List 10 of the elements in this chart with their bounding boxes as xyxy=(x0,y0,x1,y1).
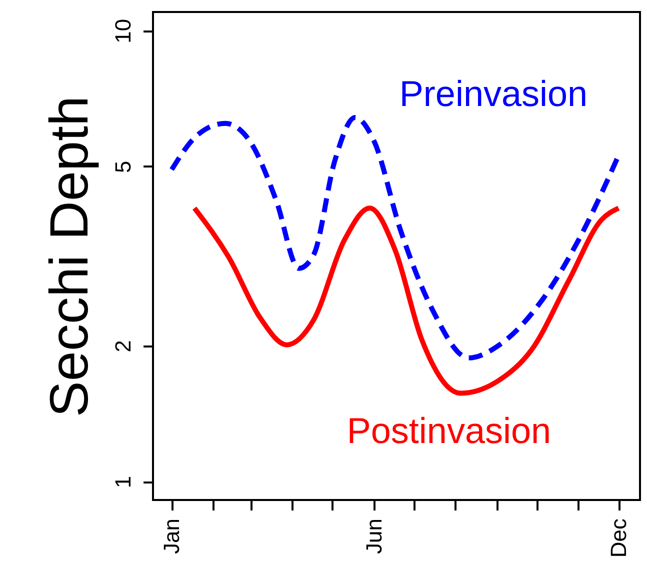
series-label: Preinvasion xyxy=(399,73,588,114)
y-tick-label: 1 xyxy=(110,476,136,488)
series-label: Postinvasion xyxy=(346,410,552,452)
y-tick-label: 2 xyxy=(110,340,136,352)
y-axis-title: Secchi Depth xyxy=(40,96,100,418)
y-tick-label: 10 xyxy=(110,18,136,44)
y-tick-label: 5 xyxy=(110,160,136,174)
x-tick-label: Dec xyxy=(606,518,632,558)
x-tick-label: Jan xyxy=(159,518,184,554)
x-tick-label: Jun xyxy=(361,518,386,554)
